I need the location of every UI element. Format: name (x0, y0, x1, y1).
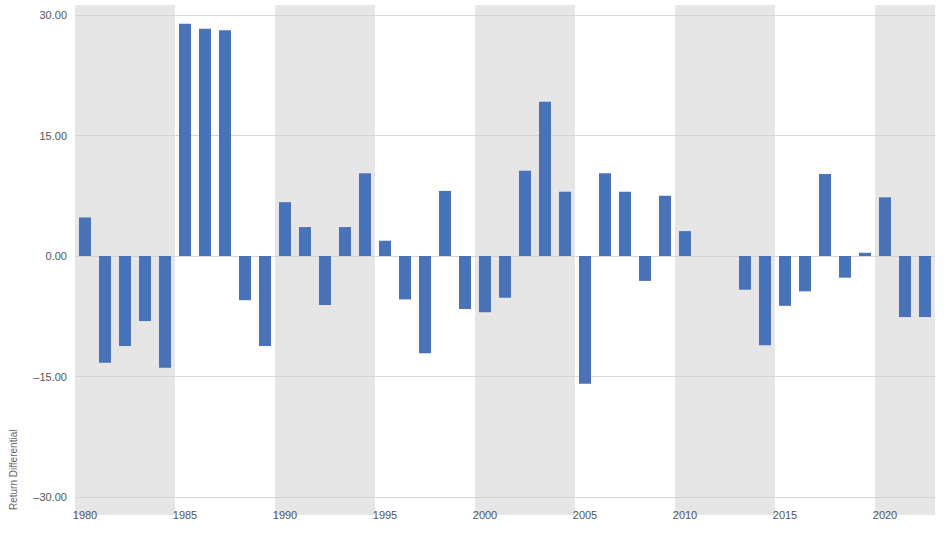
svg-text:–30.00: –30.00 (33, 491, 67, 503)
svg-text:1990: 1990 (273, 509, 297, 521)
svg-text:2005: 2005 (573, 509, 597, 521)
svg-text:2000: 2000 (473, 509, 497, 521)
svg-text:–15.00: –15.00 (33, 371, 67, 383)
svg-text:0.00: 0.00 (46, 250, 67, 262)
svg-text:2015: 2015 (773, 509, 797, 521)
svg-text:15.00: 15.00 (39, 130, 67, 142)
svg-text:2010: 2010 (673, 509, 697, 521)
svg-text:1995: 1995 (373, 509, 397, 521)
svg-text:1980: 1980 (73, 509, 97, 521)
svg-text:Return Differential: Return Differential (8, 430, 19, 510)
svg-text:2020: 2020 (873, 509, 897, 521)
svg-text:30.00: 30.00 (39, 9, 67, 21)
svg-text:1985: 1985 (173, 509, 197, 521)
